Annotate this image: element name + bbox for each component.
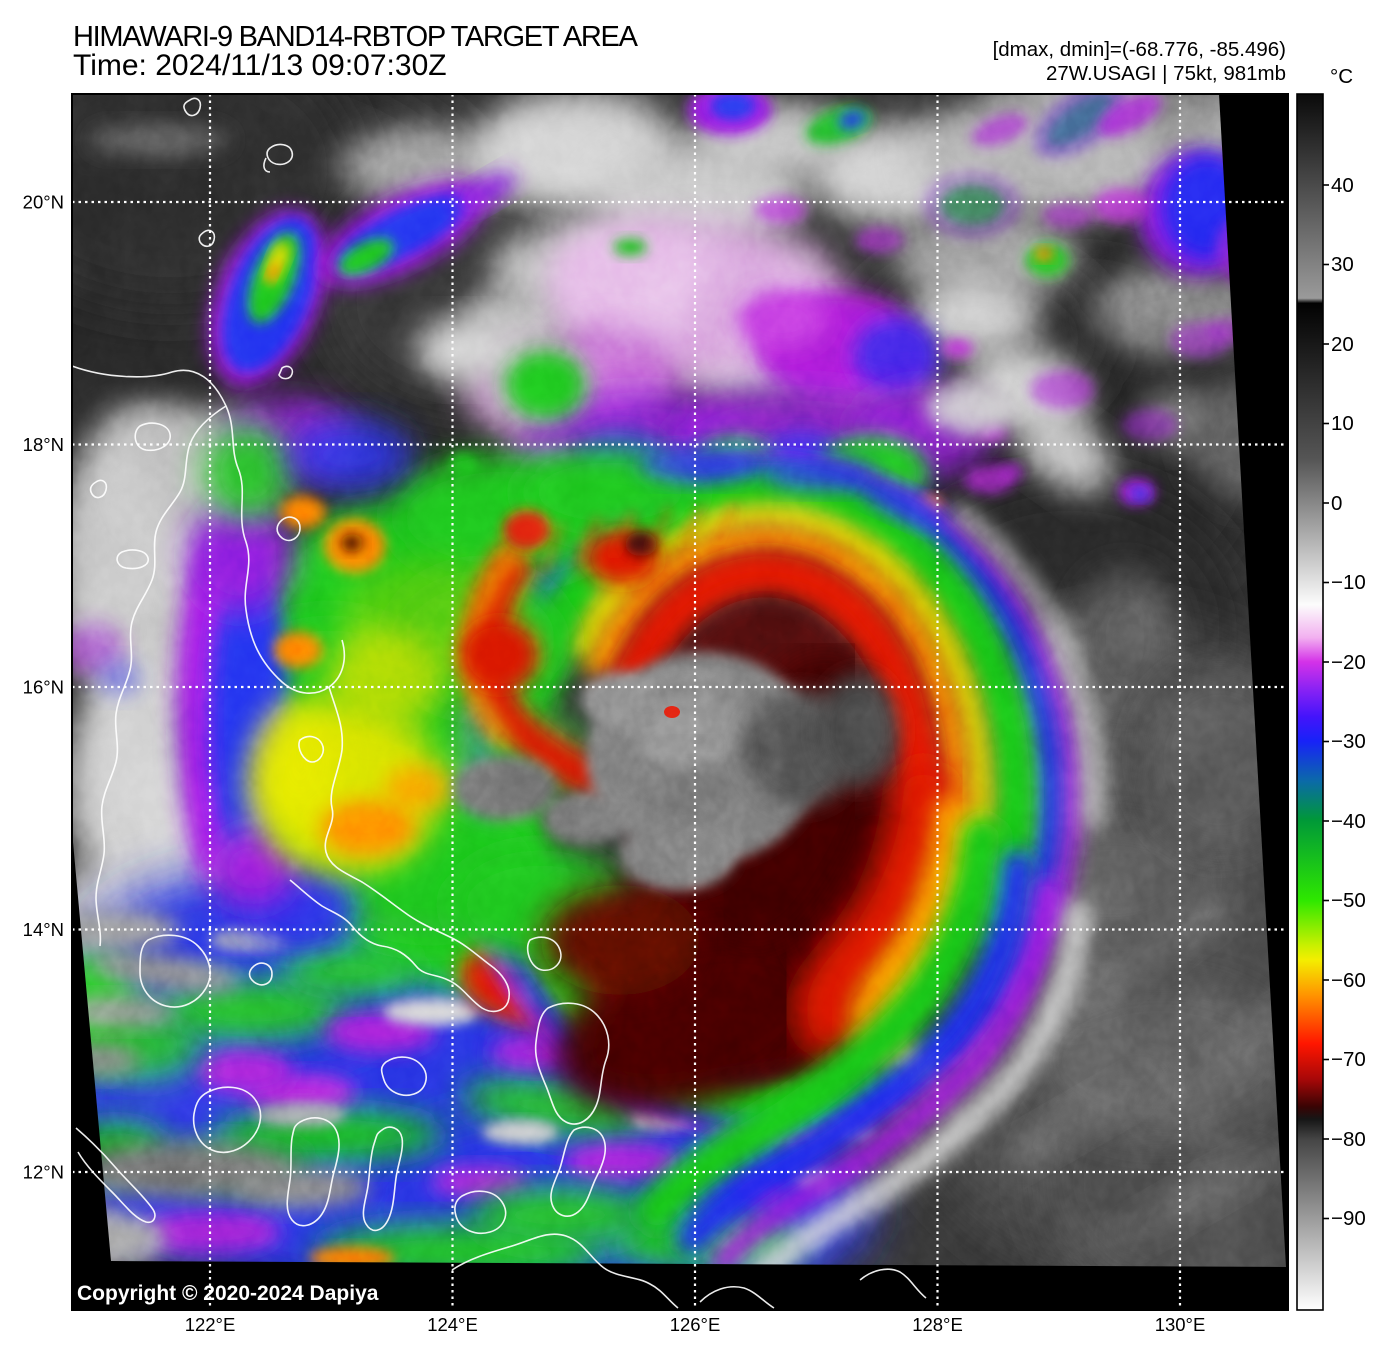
svg-text:128°E: 128°E	[912, 1314, 963, 1335]
svg-text:124°E: 124°E	[427, 1314, 478, 1335]
svg-text:122°E: 122°E	[185, 1314, 236, 1335]
svg-text:Time: 2024/11/13 09:07:30Z: Time: 2024/11/13 09:07:30Z	[73, 49, 447, 82]
svg-text:−80: −80	[1331, 1128, 1366, 1151]
svg-text:10: 10	[1331, 412, 1354, 435]
svg-text:HIMAWARI-9 BAND14-RBTOP TARGET: HIMAWARI-9 BAND14-RBTOP TARGET AREA	[73, 21, 639, 53]
svg-text:40: 40	[1331, 174, 1354, 197]
svg-text:18°N: 18°N	[23, 434, 64, 455]
svg-text:−90: −90	[1331, 1207, 1366, 1230]
svg-text:−60: −60	[1331, 969, 1366, 992]
svg-text:−20: −20	[1331, 651, 1366, 674]
svg-text:14°N: 14°N	[23, 919, 64, 940]
svg-text:−70: −70	[1331, 1048, 1366, 1071]
svg-text:−30: −30	[1331, 730, 1366, 753]
svg-text:°C: °C	[1330, 65, 1353, 88]
svg-text:0: 0	[1331, 492, 1342, 515]
svg-text:27W.USAGI | 75kt, 981mb: 27W.USAGI | 75kt, 981mb	[1046, 62, 1286, 85]
svg-text:30: 30	[1331, 253, 1354, 276]
svg-text:[dmax, dmin]=(-68.776, -85.496: [dmax, dmin]=(-68.776, -85.496)	[993, 38, 1286, 61]
svg-text:Copyright © 2020-2024 Dapiya: Copyright © 2020-2024 Dapiya	[77, 1282, 379, 1305]
svg-text:126°E: 126°E	[670, 1314, 721, 1335]
svg-text:12°N: 12°N	[23, 1162, 64, 1183]
svg-text:20: 20	[1331, 333, 1354, 356]
svg-text:−10: −10	[1331, 571, 1366, 594]
svg-text:130°E: 130°E	[1155, 1314, 1206, 1335]
svg-text:20°N: 20°N	[23, 192, 64, 213]
svg-text:16°N: 16°N	[23, 677, 64, 698]
svg-text:−40: −40	[1331, 810, 1366, 833]
svg-text:−50: −50	[1331, 889, 1366, 912]
